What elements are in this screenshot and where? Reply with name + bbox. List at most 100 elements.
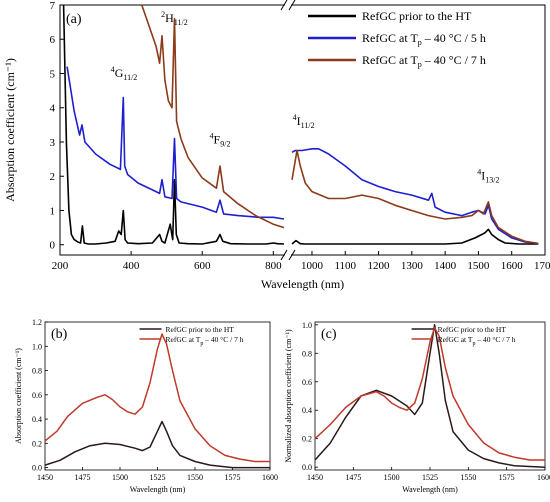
y-tick-label: 0.2: [32, 439, 42, 448]
y-tick-label: 5: [50, 68, 56, 80]
y-tick-label: 0.4: [302, 406, 312, 415]
y-tick-label: 1.0: [32, 342, 42, 351]
x-tick-label: 1200: [368, 260, 391, 272]
axis-break-gap: [285, 1, 291, 9]
panel-label: (c): [321, 327, 337, 342]
y-tick-label: 6: [50, 34, 56, 46]
y-tick-label: 0.6: [302, 378, 312, 387]
ann-sup: 4: [210, 132, 214, 141]
y-tick-label: 0.8: [32, 367, 42, 376]
plot-frame: [44, 321, 271, 471]
legend-label: RefGC prior to the HT: [166, 325, 235, 334]
ann-sub: 9/2: [220, 140, 230, 149]
x-tick-label: 800: [265, 260, 282, 272]
x-tick-label: 1700: [534, 260, 550, 272]
series-line-0: [44, 420, 270, 469]
peak-annotation: 4I13/2: [477, 168, 499, 185]
x-axis-label: Wavelength (nm): [261, 277, 344, 291]
y-tick-label: 0.0: [302, 463, 312, 472]
legend-sub: p: [418, 60, 422, 69]
series-line-2: [141, 4, 539, 245]
legend-label: RefGC at Tp – 40 °C / 5 h: [362, 31, 486, 47]
axis-break-gap: [285, 251, 291, 259]
y-tick-label: 1.2: [32, 318, 42, 327]
x-tick-label: 1475: [345, 473, 361, 482]
legend-label: RefGC prior to the HT: [362, 9, 472, 23]
ann-main: I: [297, 114, 301, 128]
x-tick-label: 1550: [187, 473, 203, 482]
y-tick-label: 0: [50, 240, 56, 252]
legend-rest: – 40 °C / 5 h: [422, 31, 486, 45]
panel-a: 0 1 2 3 4 5 6 7 200 400 600 800 1000 1100 1200 1300 1400…: [3, 0, 550, 291]
plot-frame: [59, 4, 546, 256]
legend-rest: – 40 °C / 7 h: [475, 335, 515, 344]
y-tick-label: 1: [50, 205, 56, 217]
y-tick-label: 1.0: [302, 321, 312, 330]
x-tick-label: 1600: [501, 260, 524, 272]
y-axis-label: Absorption coefficient (cm⁻¹): [14, 348, 23, 444]
x-tick-label: 1475: [75, 473, 91, 482]
x-tick-label: 1500: [384, 473, 400, 482]
x-tick-label: 1500: [467, 260, 490, 272]
x-tick-label: 1000: [301, 260, 324, 272]
series-line-1: [314, 326, 545, 461]
legend-sub: p: [418, 38, 422, 47]
series-line-0: [62, 4, 539, 245]
ann-main: I: [481, 169, 485, 183]
y-tick-label: 2: [50, 171, 56, 183]
panel-c: 0.0 0.2 0.4 0.6 0.8 1.0 1450 1475 1500 1525 1550 15…: [284, 321, 550, 494]
y-tick-label: 0.2: [302, 435, 312, 444]
peak-annotation: 2H11/2: [161, 10, 188, 27]
panel-label: (a): [66, 12, 82, 27]
y-tick-label: 7: [50, 0, 56, 12]
ann-main: F: [214, 133, 221, 147]
x-tick-label: 1100: [334, 260, 356, 272]
legend-label: RefGC at Tp – 40 °C / 7 h: [362, 53, 486, 69]
axis-break-mark: [280, 0, 288, 11]
axis-break-mark: [280, 249, 288, 261]
series-line-1: [44, 333, 270, 463]
peak-annotation: 4G11/2: [111, 65, 138, 82]
axis-break-mark: [288, 0, 296, 11]
legend-sub: p: [200, 341, 203, 347]
legend-rest: – 40 °C / 7 h: [203, 335, 243, 344]
ann-main: G: [115, 66, 124, 80]
ann-sup: 2: [161, 10, 165, 19]
legend-label: RefGC at Tp – 40 °C / 7 h: [166, 335, 244, 347]
legend-sub: p: [472, 341, 475, 347]
y-tick-label: 0.6: [32, 391, 42, 400]
y-axis-label: Normalized absorption coefficient (cm⁻¹): [284, 329, 293, 463]
ann-sup: 4: [293, 113, 297, 122]
x-tick-label: 1450: [307, 473, 323, 482]
series-line-1: [66, 66, 539, 245]
y-tick-label: 0.8: [302, 349, 312, 358]
x-tick-label: 600: [194, 260, 211, 272]
ann-sub: 11/2: [301, 121, 315, 130]
ann-sub: 13/2: [485, 176, 499, 185]
peak-annotation: 4F9/2: [210, 132, 231, 149]
panel-label: (b): [51, 327, 68, 342]
x-tick-label: 1600: [537, 473, 550, 482]
y-tick-label: 4: [50, 103, 56, 115]
ann-sub: 11/2: [123, 73, 137, 82]
y-tick-label: 0.4: [32, 415, 42, 424]
ann-sub: 11/2: [174, 18, 188, 27]
axis-break-mark: [288, 249, 296, 261]
ann-sup: 4: [111, 65, 115, 74]
x-tick-label: 1300: [401, 260, 424, 272]
x-tick-label: 1575: [225, 473, 241, 482]
ann-sup: 4: [477, 168, 481, 177]
x-tick-label: 1525: [150, 473, 166, 482]
x-axis-label: Wavelength (nm): [130, 485, 186, 494]
x-tick-label: 1450: [37, 473, 53, 482]
x-tick-label: 1575: [499, 473, 515, 482]
y-tick-label: 0.0: [32, 464, 42, 473]
x-tick-label: 200: [52, 260, 69, 272]
y-axis-label: Absorption coefficient (cm⁻¹): [3, 58, 17, 202]
x-tick-label: 400: [123, 260, 140, 272]
x-tick-label: 1525: [422, 473, 438, 482]
x-tick-label: 1550: [460, 473, 476, 482]
x-tick-label: 1500: [112, 473, 128, 482]
x-axis-label: Wavelength (nm): [402, 485, 458, 494]
